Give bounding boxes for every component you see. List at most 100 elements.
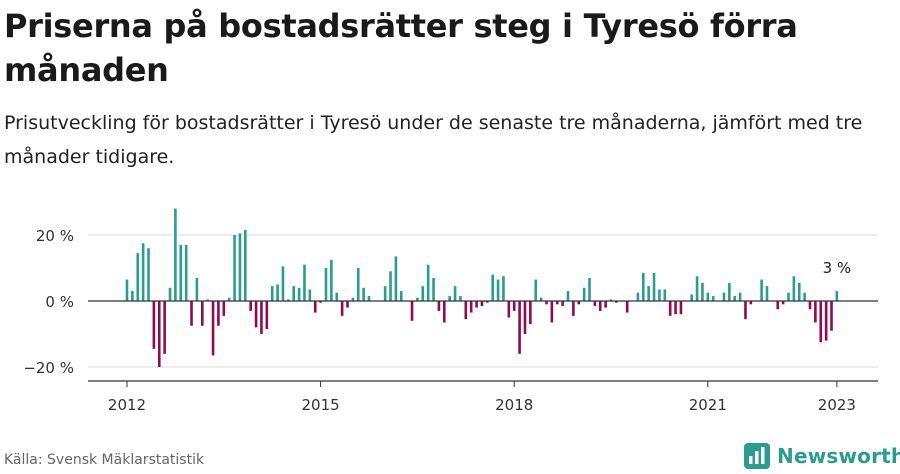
bar (728, 282, 731, 301)
bar (163, 301, 166, 354)
bar (136, 253, 140, 301)
bar (781, 301, 785, 305)
bar (566, 291, 570, 301)
bar (814, 301, 817, 323)
bar (443, 301, 446, 323)
x-tick-label: 2023 (818, 396, 856, 414)
bar (168, 287, 172, 301)
bar (297, 287, 301, 301)
bar (674, 301, 677, 315)
bar (351, 297, 355, 301)
y-tick-label: 20 % (36, 227, 74, 245)
y-tick-label: −20 % (23, 359, 74, 377)
newsworthy-logo: Newsworthy (744, 440, 900, 472)
bar (534, 279, 538, 301)
bar (346, 301, 349, 308)
bar (577, 301, 581, 305)
bar (518, 301, 521, 354)
bar (625, 301, 629, 313)
bar (469, 301, 473, 313)
bar (421, 286, 425, 301)
bar (582, 287, 586, 301)
bar (636, 292, 640, 301)
bar (502, 276, 505, 301)
bar (539, 297, 543, 301)
bar (792, 276, 796, 301)
bar (141, 243, 145, 301)
bar (545, 301, 548, 305)
bar (238, 233, 242, 301)
bar (152, 301, 156, 349)
x-tick-label: 2021 (689, 396, 727, 414)
bar (131, 291, 134, 301)
bar (125, 279, 129, 301)
bar (738, 292, 742, 301)
x-tick-label: 2018 (495, 396, 533, 414)
bar (227, 297, 231, 301)
bar (572, 301, 575, 316)
bar (206, 299, 209, 301)
bar (308, 289, 312, 301)
bar (824, 301, 828, 341)
bar (303, 264, 306, 301)
bar (529, 301, 532, 325)
bar (722, 292, 726, 301)
bar (588, 277, 591, 301)
chart-subtitle: Prisutveckling för bostadsrätter i Tyres… (4, 112, 863, 168)
newsworthy-bar-icon (744, 443, 770, 469)
bar (448, 296, 451, 301)
bar (254, 301, 258, 328)
bar (749, 301, 753, 305)
bar (496, 279, 500, 301)
bar (389, 271, 392, 301)
bar (222, 301, 226, 316)
bar (835, 291, 839, 301)
bar (819, 301, 823, 343)
bar (190, 301, 193, 326)
bar (733, 296, 737, 301)
last-value-annotation: 3 % (823, 259, 852, 277)
bar (260, 301, 263, 334)
bar (399, 291, 403, 301)
bar (480, 301, 484, 306)
y-tick-label: 0 % (45, 293, 74, 311)
bar (287, 299, 290, 301)
bar (695, 276, 699, 301)
bar (313, 301, 317, 313)
bar (426, 264, 430, 301)
bar (711, 296, 715, 301)
bar (658, 289, 661, 301)
bar (362, 287, 365, 301)
bar (335, 292, 339, 301)
bar (265, 301, 269, 330)
bar (340, 301, 344, 316)
bar (830, 301, 833, 331)
bar (593, 301, 597, 306)
bar (701, 282, 704, 301)
bar (184, 244, 188, 301)
bar (652, 272, 656, 301)
bar (668, 301, 672, 316)
bar (453, 286, 457, 301)
bar (744, 301, 747, 320)
bar (217, 301, 220, 326)
bar (179, 244, 183, 301)
bar (437, 301, 441, 311)
bar (679, 301, 683, 315)
bar (394, 256, 398, 301)
bar (147, 248, 150, 301)
bar-chart: 20 % 0 % −20 % 2012 2015 2018 2021 2023 3 % (23, 208, 878, 414)
bar (367, 296, 371, 301)
bar (808, 301, 812, 310)
bar (459, 296, 462, 301)
bar (319, 301, 322, 303)
bar (432, 277, 435, 301)
bar (765, 286, 769, 301)
bar (281, 266, 285, 301)
bar (244, 230, 247, 301)
bar (797, 282, 801, 301)
bar (803, 292, 806, 301)
bar (292, 286, 296, 301)
bar (211, 301, 215, 356)
bar (555, 301, 559, 305)
